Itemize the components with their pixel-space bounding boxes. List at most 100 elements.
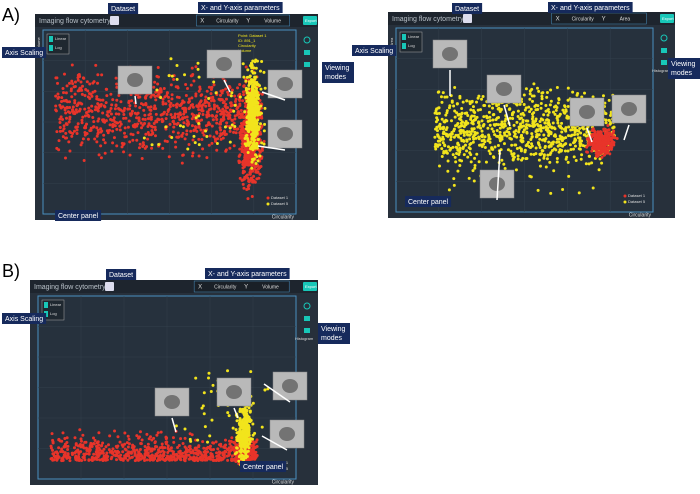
- scatter-dot: [486, 139, 490, 143]
- scatter-dot: [560, 121, 564, 125]
- scatter-dot: [465, 149, 469, 153]
- dataset-button: [110, 16, 119, 25]
- scatter-dot: [472, 134, 476, 138]
- scatter-dot: [95, 134, 99, 138]
- scatter-dot: [260, 92, 264, 96]
- scatter-dot: [240, 433, 244, 437]
- scatter-dot: [111, 451, 115, 455]
- scatter-dot: [196, 105, 200, 109]
- scatter-dot: [140, 126, 144, 130]
- scatter-dot: [69, 89, 73, 93]
- scatter-dot: [257, 107, 261, 111]
- scatter-dot: [578, 126, 582, 130]
- scatter-dot: [186, 147, 190, 151]
- scatter-dot: [81, 433, 85, 437]
- scatter-dot: [246, 449, 250, 453]
- cell-image: [569, 97, 605, 127]
- scatter-dot: [468, 143, 472, 147]
- scatter-dot: [92, 452, 96, 456]
- scatter-dot: [469, 160, 473, 164]
- scatter-dot: [68, 456, 72, 460]
- scatter-dot: [247, 442, 251, 446]
- scatter-dot: [83, 107, 87, 111]
- scatter-dot: [153, 104, 157, 108]
- scatter-dot: [143, 445, 147, 449]
- scatter-dot: [540, 94, 544, 98]
- scatter-dot: [197, 114, 201, 118]
- scatter-dot: [195, 129, 199, 133]
- scatter-dot: [515, 103, 519, 107]
- scatter-dot: [242, 455, 246, 459]
- legend-dot: [623, 200, 627, 204]
- scatter-dot: [132, 445, 136, 449]
- scatter-dot: [184, 447, 188, 451]
- arrow: [171, 417, 177, 433]
- scatter-dot: [547, 131, 551, 135]
- scatter-dot: [242, 75, 246, 79]
- callout-box: [2, 47, 47, 58]
- scatter-dot: [460, 106, 464, 110]
- scatter-dot: [238, 176, 242, 180]
- scatter-dot: [194, 116, 198, 120]
- scatter-dot: [547, 145, 551, 149]
- scatter-dot: [173, 453, 177, 457]
- scatter-dot: [456, 141, 460, 145]
- scatter-dot: [248, 410, 252, 414]
- scatter-dot: [580, 153, 584, 157]
- scatter-dot: [495, 116, 499, 120]
- scatter-dot: [142, 108, 146, 112]
- scatter-dot: [563, 149, 567, 153]
- scatter-dot: [127, 437, 131, 441]
- scatter-dot: [82, 159, 86, 163]
- scatter-dot: [217, 106, 221, 110]
- scatter-dot: [74, 442, 78, 446]
- scatter-dot: [168, 103, 172, 107]
- x-tab: X: [198, 285, 202, 291]
- scatter-dot: [110, 103, 114, 107]
- scatter-dot: [239, 121, 243, 125]
- scatter-dot: [88, 96, 92, 100]
- scatter-dot: [138, 142, 142, 146]
- scatter-dot: [445, 126, 449, 130]
- scatter-dot: [62, 127, 66, 131]
- scatter-dot: [456, 148, 460, 152]
- scatter-dot: [215, 110, 219, 114]
- scatter-dot: [164, 102, 168, 106]
- scatter-dot: [91, 115, 95, 119]
- scatter-dot: [171, 450, 175, 454]
- scatter-dot: [458, 164, 462, 168]
- scatter-dot: [175, 122, 179, 126]
- scatter-dot: [126, 458, 130, 462]
- scatter-dot: [145, 458, 149, 462]
- scatter-dot: [570, 133, 574, 137]
- scatter-dot: [212, 99, 216, 103]
- scatter-dot: [81, 443, 85, 447]
- scatter-dot: [215, 117, 219, 121]
- scatter-dot: [240, 136, 244, 140]
- scatter-dot: [552, 126, 556, 130]
- scatter-dot: [216, 447, 220, 451]
- scatter-dot: [207, 446, 211, 450]
- scatter-dot: [161, 102, 165, 106]
- scatter-dot: [232, 109, 236, 113]
- scatter-dot: [446, 133, 450, 137]
- scatter-dot: [63, 451, 67, 455]
- window-title: Imaging flow cytometry: [392, 16, 464, 23]
- y-tab: Y: [246, 19, 250, 25]
- scatter-dot: [170, 136, 174, 140]
- scatter-dot: [127, 442, 131, 446]
- scatter-dot: [79, 143, 83, 147]
- scatter-dot: [156, 82, 160, 86]
- scatter-dot: [538, 164, 542, 168]
- scatter-dot: [521, 136, 525, 140]
- scatter-dot: [450, 132, 454, 136]
- scatter-dot: [518, 102, 522, 106]
- scatter-dot: [246, 68, 250, 72]
- scatter-dot: [524, 106, 528, 110]
- scatter-dot: [121, 450, 125, 454]
- scatter-dot: [568, 143, 572, 147]
- scatter-dot: [161, 119, 165, 123]
- scatter-dot: [488, 123, 492, 127]
- scatter-dot: [189, 103, 193, 107]
- scatter-dot: [207, 96, 211, 100]
